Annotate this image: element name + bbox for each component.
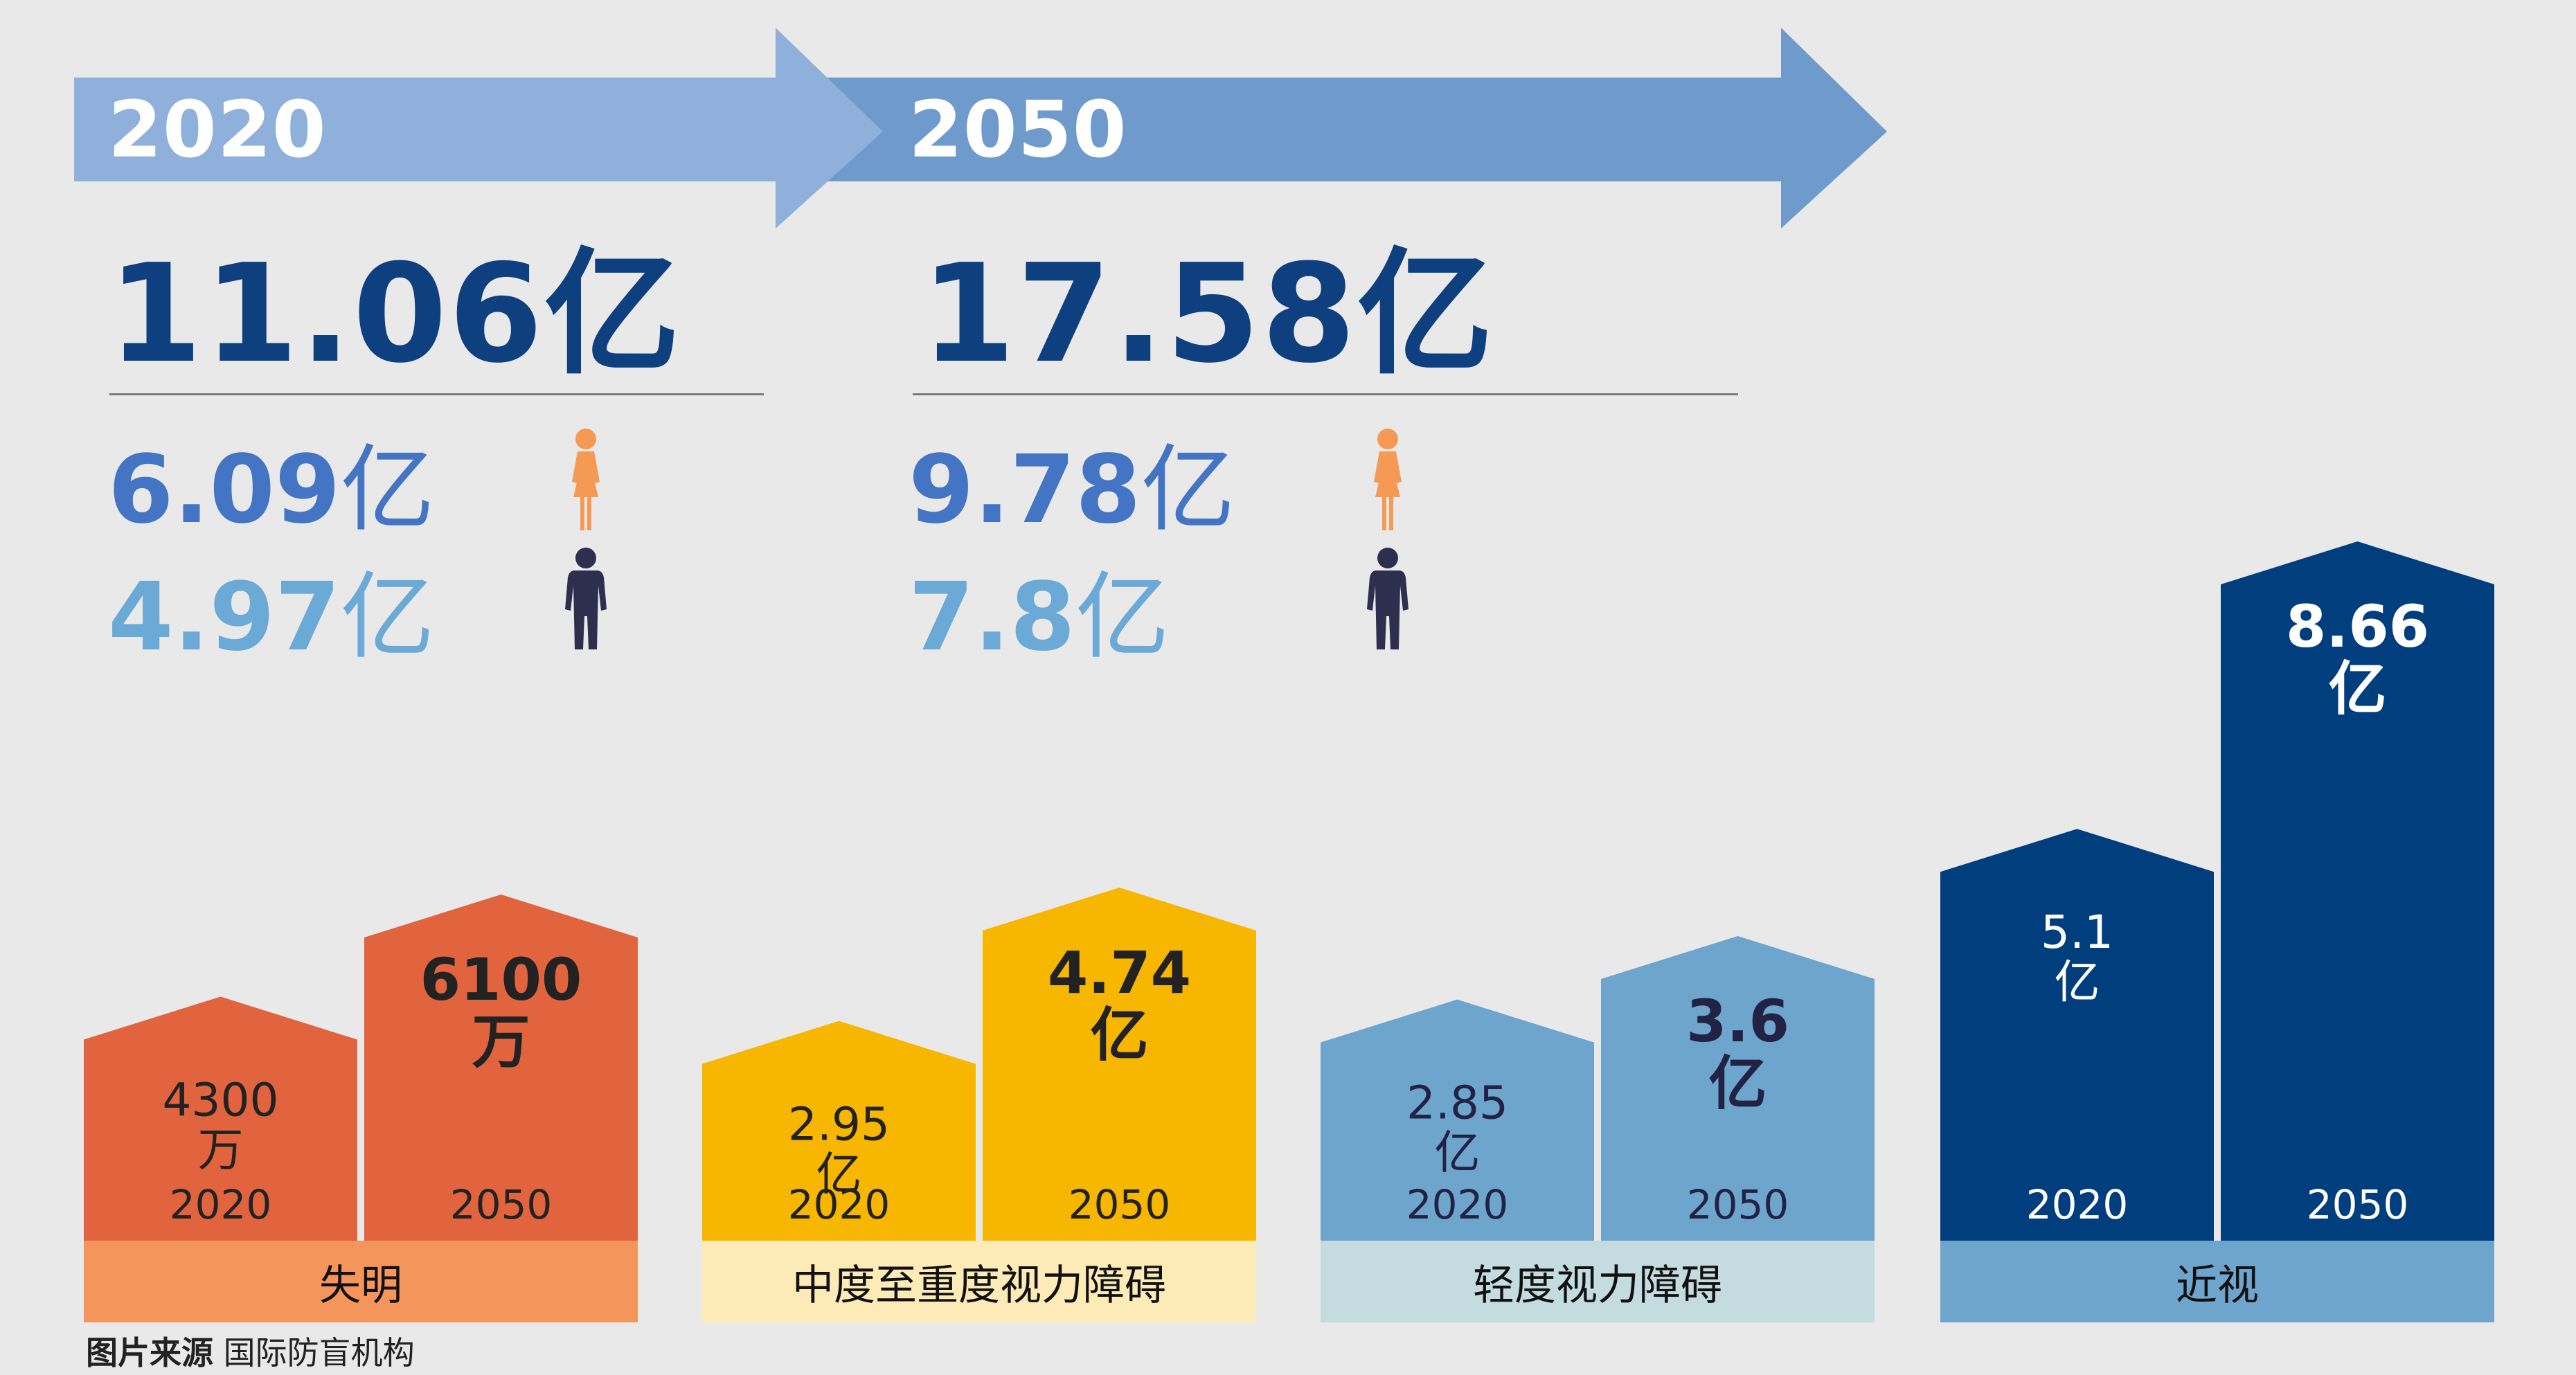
category-label: 中度至重度视力障碍 <box>702 1241 1256 1322</box>
data-label: 亿 <box>1435 1126 1481 1180</box>
x-tick-label: 2020 <box>1406 1181 1509 1228</box>
total-2050: 17.58亿 <box>921 235 1494 393</box>
data-label: 5.1 <box>2041 906 2113 959</box>
bar <box>84 996 357 1241</box>
data-label: 8.66 <box>2286 593 2429 660</box>
total-2020: 11.06亿 <box>108 235 681 393</box>
x-tick-label: 2020 <box>170 1181 272 1228</box>
female-2050: 9.78亿 <box>909 435 1235 545</box>
bar <box>983 888 1256 1241</box>
data-label: 3.6 <box>1686 987 1789 1055</box>
arrow-2020 <box>74 28 883 228</box>
bar <box>364 895 638 1241</box>
data-label: 亿 <box>816 1148 862 1201</box>
x-tick-label: 2020 <box>788 1181 891 1228</box>
divider-2050 <box>913 393 1738 395</box>
female-person-icon <box>572 429 600 530</box>
data-label: 2.95 <box>788 1098 890 1151</box>
category-label: 轻度视力障碍 <box>1321 1241 1875 1322</box>
x-tick-label: 2020 <box>2026 1181 2129 1228</box>
data-label: 6100 <box>420 946 582 1014</box>
x-tick-label: 2050 <box>2307 1181 2409 1228</box>
data-label: 4.74 <box>1048 939 1191 1007</box>
data-label: 万 <box>198 1124 244 1177</box>
male-person-icon <box>1367 548 1408 649</box>
data-label: 亿 <box>1090 1001 1148 1069</box>
bar <box>1321 999 1594 1241</box>
x-tick-label: 2050 <box>1687 1181 1789 1228</box>
data-label: 亿 <box>1708 1050 1766 1117</box>
divider-2020 <box>109 393 764 395</box>
bar <box>1601 936 1875 1241</box>
year-end-label: 2050 <box>909 85 1127 175</box>
male-2020: 4.97亿 <box>108 563 435 672</box>
x-tick-label: 2050 <box>450 1181 553 1228</box>
arrow-2050 <box>810 28 1887 228</box>
timeline-arrows <box>74 28 1887 228</box>
data-label: 2.85 <box>1406 1077 1508 1130</box>
year-start-label: 2020 <box>108 85 327 175</box>
bar <box>2221 541 2494 1241</box>
bar <box>1940 829 2214 1241</box>
bar <box>702 1021 976 1241</box>
category-label: 近视 <box>1940 1241 2494 1322</box>
data-label: 亿 <box>2055 955 2100 1009</box>
category-label: 失明 <box>84 1241 638 1322</box>
x-tick-label: 2050 <box>1068 1181 1171 1228</box>
male-2050: 7.8亿 <box>909 563 1170 672</box>
female-2020: 6.09亿 <box>108 435 435 545</box>
female-person-icon <box>1374 429 1402 530</box>
data-label: 4300 <box>163 1074 279 1127</box>
male-person-icon <box>565 548 607 649</box>
source-note: 图片来源 国际防盲机构 <box>86 1334 415 1372</box>
data-label: 万 <box>472 1008 530 1076</box>
data-label: 亿 <box>2328 655 2386 723</box>
